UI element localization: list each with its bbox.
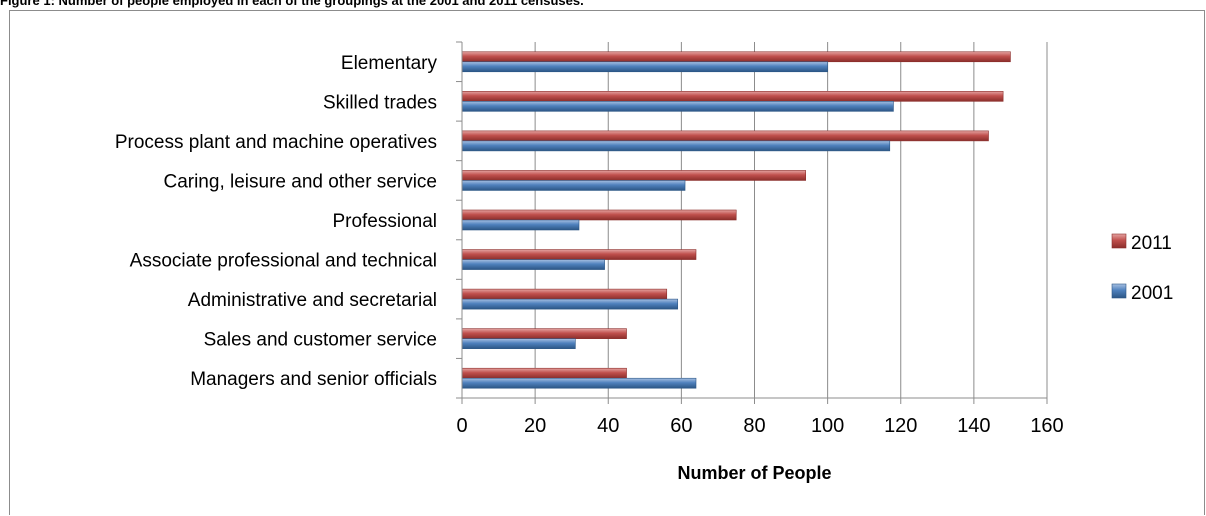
category-label: Caring, leisure and other service [163, 171, 437, 192]
category-label: Managers and senior officials [190, 369, 437, 390]
bar-2011-8 [461, 51, 1011, 63]
axis-labels: 0 20 40 60 80 100 120 140 160 Managers and senior… [115, 53, 1064, 437]
category-label: Process plant and machine operatives [115, 132, 437, 153]
x-tick-label: 160 [1030, 415, 1063, 437]
axes [456, 41, 1048, 404]
category-label: Elementary [341, 53, 438, 74]
bar-2001-0 [461, 377, 697, 389]
legend-swatch-2001 [1111, 283, 1127, 299]
bar-2001-4 [461, 219, 580, 231]
bar-2011-4 [461, 209, 737, 221]
bar-2001-8 [461, 61, 828, 73]
category-label: Administrative and secretarial [188, 290, 437, 311]
category-label: Professional [332, 211, 437, 232]
bar-2001-5 [461, 180, 686, 191]
x-tick-label: 60 [670, 415, 692, 437]
bars [461, 51, 1011, 389]
x-tick-label: 40 [597, 415, 619, 437]
category-label: Skilled trades [323, 92, 437, 113]
x-tick-label: 0 [456, 415, 467, 437]
x-tick-label: 20 [524, 415, 546, 437]
category-label: Associate professional and technical [130, 251, 437, 272]
bar-2011-1 [461, 328, 627, 339]
category-label: Sales and customer service [204, 330, 437, 351]
legend-label-2011: 2011 [1131, 233, 1172, 254]
chart-frame [9, 10, 1205, 515]
bar-2011-0 [461, 367, 627, 379]
bar-2001-6 [461, 140, 891, 152]
bar-2011-3 [461, 249, 697, 260]
x-axis-title: Number of People [677, 463, 831, 483]
bar-2001-3 [461, 259, 605, 270]
x-tick-label: 120 [884, 415, 917, 437]
bar-2011-5 [461, 170, 806, 181]
x-tick-label: 140 [957, 415, 990, 437]
bar-2011-7 [461, 91, 1004, 102]
bar-2011-2 [461, 288, 668, 300]
bar-2001-2 [461, 298, 679, 310]
legend-label-2001: 2001 [1131, 283, 1173, 304]
x-tick-label: 80 [743, 415, 765, 437]
figure-title: Figure 1: Number of people employed in e… [0, 0, 584, 8]
bar-2011-6 [461, 130, 989, 142]
bar-2001-1 [461, 338, 576, 349]
legend: 2011 2001 [1111, 233, 1173, 304]
x-tick-label: 100 [811, 415, 844, 437]
bar-2001-7 [461, 101, 894, 112]
legend-swatch-2011 [1111, 233, 1127, 249]
